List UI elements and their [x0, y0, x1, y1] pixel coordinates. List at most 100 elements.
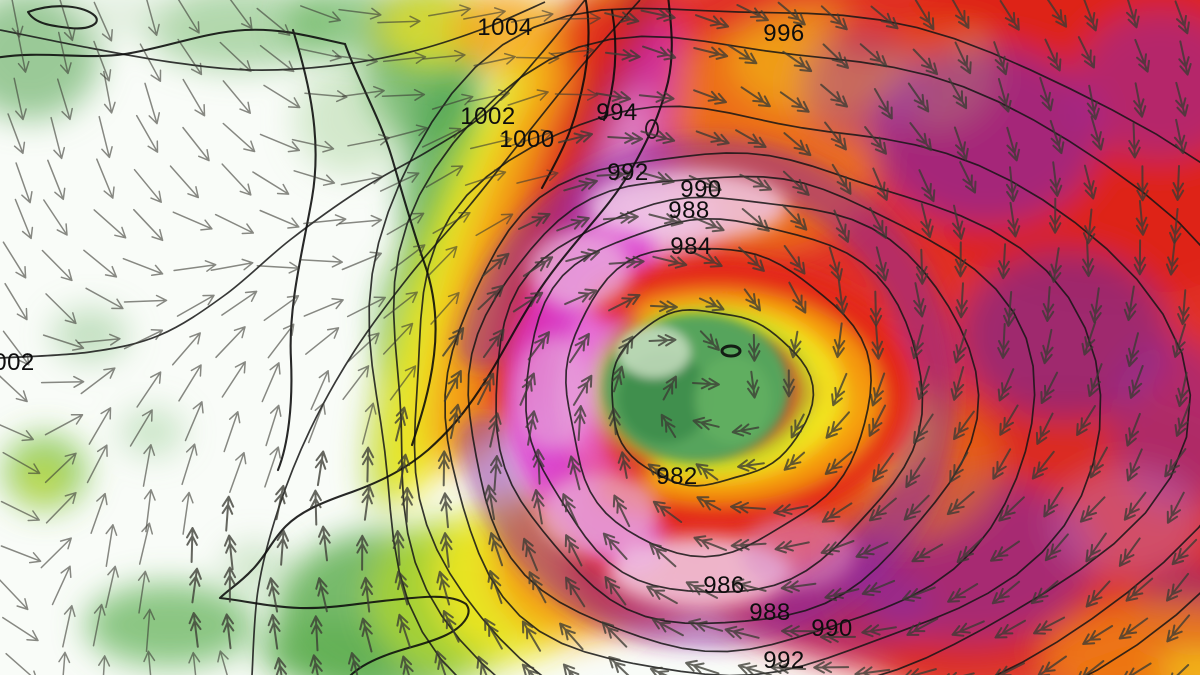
wind-arrow: [833, 209, 850, 243]
wind-arrow: [1134, 38, 1150, 73]
wind-arrow: [436, 570, 451, 606]
wind-arrow: [41, 249, 73, 282]
isobar-label: 982: [656, 463, 698, 490]
wind-arrow: [648, 213, 684, 227]
wind-arrow: [905, 668, 937, 675]
wind-arrow: [221, 495, 235, 532]
wind-arrow: [870, 5, 899, 30]
wind-arrow: [105, 524, 118, 568]
wind-arrow: [182, 78, 206, 117]
wind-arrow: [1126, 0, 1140, 29]
wind-arrow: [997, 368, 1015, 402]
coastal-lagoon: [645, 119, 659, 139]
wind-arrow: [770, 661, 807, 674]
wind-arrow: [482, 328, 505, 359]
wind-arrow: [422, 49, 466, 62]
state-border: [540, 0, 590, 190]
wind-arrow: [563, 177, 598, 192]
wind-arrow: [223, 566, 237, 603]
wind-arrow: [361, 446, 375, 483]
wind-arrow: [1005, 166, 1019, 203]
wind-arrow: [361, 402, 377, 445]
wind-arrow: [746, 370, 760, 399]
wind-arrow: [875, 246, 889, 282]
wind-arrow: [870, 372, 886, 407]
wind-arrow: [477, 372, 495, 406]
wind-arrow: [394, 570, 409, 606]
wind-arrow: [1035, 412, 1054, 445]
wind-arrow: [221, 163, 252, 196]
wind-arrow: [910, 324, 924, 360]
wind-arrow: [868, 497, 897, 522]
wind-arrow: [391, 530, 405, 566]
wind-arrow: [439, 532, 453, 568]
wind-arrow: [1128, 365, 1144, 399]
wind-arrow: [361, 485, 375, 521]
wind-arrow: [1090, 115, 1105, 151]
wind-arrow: [177, 0, 200, 34]
wind-arrow: [267, 613, 281, 650]
wind-arrow: [521, 620, 542, 652]
wind-arrow: [774, 540, 810, 554]
wind-arrow: [346, 296, 386, 318]
wind-arrow: [602, 532, 628, 560]
wind-arrow: [861, 579, 896, 597]
wind-arrow: [1081, 321, 1097, 356]
wind-arrow: [45, 293, 77, 325]
wind-arrow: [783, 132, 812, 157]
wind-arrow: [56, 78, 73, 121]
wind-arrow: [638, 91, 675, 104]
wind-arrow: [688, 618, 724, 632]
wind-arrow: [1048, 247, 1062, 283]
wind-arrow: [649, 542, 677, 568]
wind-arrow: [341, 251, 382, 271]
wind-arrow: [951, 620, 985, 637]
isobar-label: 992: [763, 647, 805, 674]
wind-arrow: [825, 411, 850, 439]
wind-arrow: [859, 43, 888, 68]
wind-arrow: [266, 577, 280, 613]
wind-arrow: [999, 0, 1020, 31]
wind-arrow: [385, 124, 428, 140]
wind-arrow: [229, 0, 253, 30]
wind-arrow: [40, 537, 72, 569]
wind-arrow: [96, 158, 115, 199]
wind-arrow: [338, 7, 382, 20]
wind-arrow: [1125, 332, 1140, 368]
wind-arrow: [310, 370, 330, 410]
wind-arrow: [310, 615, 323, 652]
wind-arrow: [489, 455, 503, 491]
wind-arrow: [1133, 82, 1147, 118]
wind-arrow: [608, 293, 641, 312]
wind-arrow: [783, 451, 806, 471]
wind-arrow: [652, 255, 688, 269]
wind-arrow: [442, 610, 460, 643]
wind-arrow: [947, 583, 979, 603]
wind-arrow: [222, 122, 256, 153]
wind-arrow: [0, 424, 34, 442]
wind-arrow: [98, 115, 113, 159]
wind-arrow: [143, 608, 156, 653]
wind-arrow: [341, 85, 385, 98]
wind-arrow: [617, 335, 634, 360]
wind-arrow: [2, 616, 39, 642]
isobar-990: [467, 175, 1036, 653]
wind-arrow: [15, 162, 33, 204]
wind-arrow: [1083, 0, 1099, 32]
wind-arrow: [77, 333, 121, 346]
wind-arrow: [1039, 76, 1054, 112]
wind-arrow: [1081, 241, 1095, 278]
wind-arrow: [133, 168, 162, 203]
isobar-1000: [251, 0, 641, 675]
wind-arrow: [488, 532, 504, 567]
wind-arrow: [561, 493, 579, 527]
wind-arrow: [998, 496, 1025, 522]
wind-arrow: [557, 12, 601, 25]
wind-arrow: [1079, 496, 1106, 523]
wind-arrow: [608, 255, 645, 269]
wind-arrow: [47, 159, 66, 201]
wind-arrow: [172, 211, 213, 231]
wind-arrow: [7, 113, 26, 155]
wind-arrow: [360, 576, 374, 613]
wind-arrow: [274, 484, 288, 521]
